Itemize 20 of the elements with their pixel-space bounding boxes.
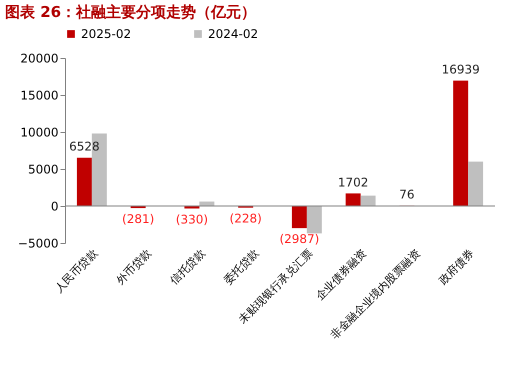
x-tick-label: 信托贷款 [168, 246, 208, 288]
data-label: 76 [399, 187, 415, 202]
data-label: 6528 [69, 140, 100, 154]
legend-label: 2024-02 [208, 27, 258, 41]
y-tick-label: 15000 [20, 88, 58, 102]
legend-label: 2025-02 [81, 27, 132, 41]
x-tick-label: 委托贷款 [221, 246, 262, 288]
data-label: (228) [230, 212, 262, 226]
x-tick-label: 外币贷款 [114, 246, 154, 288]
data-label: 1702 [338, 175, 368, 190]
data-label: 16939 [442, 62, 480, 77]
data-label: (330) [176, 212, 208, 226]
y-tick-label: 0 [50, 200, 58, 214]
chart-title: 图表 26：社融主要分项走势（亿元） [5, 3, 256, 21]
data-label: (2987) [279, 232, 320, 246]
data-label: (281) [122, 212, 154, 226]
y-tick-label: 5000 [28, 162, 58, 176]
x-tick-label: 政府债券 [436, 246, 477, 288]
y-tick-label: 20000 [20, 52, 58, 66]
y-tick-label: 10000 [20, 126, 58, 140]
